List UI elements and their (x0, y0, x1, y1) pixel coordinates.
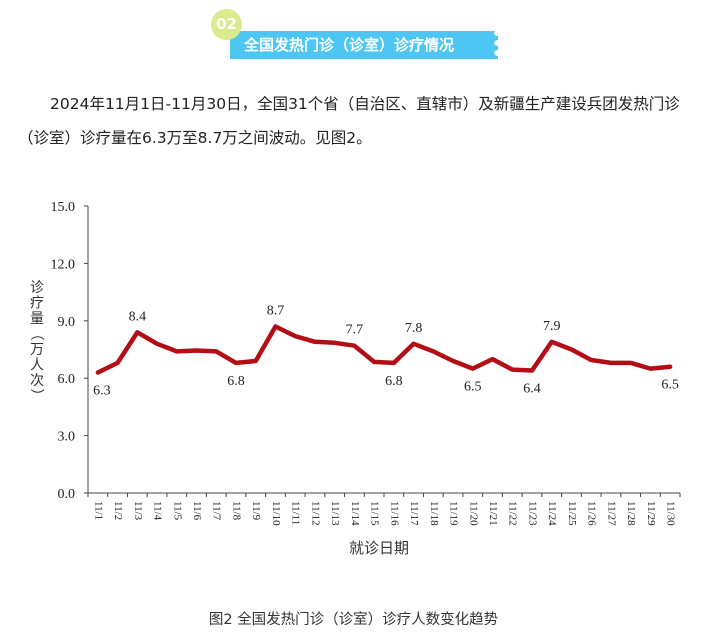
section-number-badge: 02 (211, 9, 242, 40)
line-chart: 0.03.06.09.012.015.0 11/1 11/2 11/3 11/4 11/… (28, 200, 681, 557)
svg-text:次: 次 (30, 373, 44, 389)
figure-caption: 图2 全国发热门诊（诊室）诊疗人数变化趋势 (208, 612, 499, 628)
y-axis: 0.0 3.0 6.0 9.0 12.0 15.0 (51, 200, 89, 502)
summary-paragraph: 2024年11月1日-11月30日，全国31个省（自治区、直辖市）及新疆生产建设… (18, 95, 680, 147)
x-tick-label: 11/6 (191, 501, 203, 521)
svg-text:）: ） (28, 389, 44, 403)
svg-text:疗: 疗 (30, 296, 44, 312)
data-labels: 6.3 8.4 6.8 8.7 7.7 6.8 7.8 6.5 6.4 7.9 6.5 (93, 304, 679, 399)
x-tick-label: 11/7 (211, 501, 223, 521)
y-tick-label: 3.0 (58, 430, 76, 445)
x-tick-label: 11/1 (92, 501, 104, 520)
x-tick-label: 11/18 (428, 501, 440, 526)
x-tick-label: 11/11 (290, 501, 302, 525)
x-axis-label: 就诊日期 (349, 540, 409, 557)
x-tick-label: 11/2 (112, 501, 124, 520)
x-axis: 11/1 11/2 11/3 11/4 11/5 11/6 11/7 11/8 11/9 11/1… (87, 492, 681, 526)
y-tick-label: 15.0 (51, 200, 76, 215)
y-tick-label: 9.0 (58, 315, 76, 330)
y-tick-label: 6.0 (58, 372, 76, 387)
y-tick-label: 12.0 (51, 257, 76, 272)
x-tick-label: 11/12 (309, 501, 321, 526)
y-tick-label: 0.0 (58, 487, 76, 502)
x-tick-label: 11/29 (645, 501, 657, 526)
x-tick-label: 11/26 (586, 501, 598, 526)
x-tick-label: 11/30 (665, 501, 677, 526)
section-title: 全国发热门诊（诊室）诊疗情况 (244, 36, 455, 54)
x-tick-label: 11/16 (388, 501, 400, 526)
data-label: 6.5 (464, 380, 482, 395)
x-tick-label: 11/14 (349, 501, 361, 526)
x-tick-label: 11/28 (625, 501, 637, 526)
x-tick-label: 11/3 (132, 501, 144, 521)
svg-text:量: 量 (30, 311, 44, 327)
section-title-banner: 全国发热门诊（诊室）诊疗情况 (230, 30, 502, 59)
x-tick-label: 11/22 (507, 501, 519, 526)
x-tick-label: 11/5 (171, 501, 183, 521)
svg-text:万: 万 (30, 343, 44, 358)
x-tick-label: 11/25 (566, 501, 578, 526)
data-label: 6.8 (385, 374, 403, 389)
data-label: 8.7 (267, 304, 285, 319)
x-tick-label: 11/4 (152, 501, 164, 521)
x-tick-label: 11/8 (230, 501, 242, 521)
x-tick-label: 11/24 (546, 501, 558, 526)
x-tick-label: 11/21 (487, 501, 499, 526)
data-label: 7.7 (346, 323, 364, 338)
svg-text:人: 人 (30, 358, 44, 374)
x-tick-label: 11/27 (605, 501, 617, 526)
x-tick-label: 11/17 (408, 501, 420, 526)
banner-scallop-edge (494, 30, 502, 59)
data-label: 7.8 (405, 321, 423, 336)
x-tick-label: 11/20 (467, 501, 479, 526)
x-tick-label: 11/13 (329, 501, 341, 526)
svg-text:（: （ (28, 327, 44, 341)
x-tick-label: 11/9 (250, 501, 262, 521)
data-label: 7.9 (543, 319, 561, 334)
x-tick-label: 11/15 (369, 501, 381, 526)
x-tick-label: 11/10 (270, 501, 282, 526)
data-label: 8.4 (129, 309, 147, 324)
x-tick-label: 11/23 (526, 501, 538, 526)
svg-text:诊: 诊 (30, 280, 44, 296)
data-label: 6.5 (661, 378, 679, 393)
x-tick-label: 11/19 (448, 501, 460, 526)
data-label: 6.4 (523, 382, 541, 397)
data-label: 6.3 (93, 383, 111, 398)
data-label: 6.8 (227, 374, 245, 389)
data-series (95, 324, 673, 375)
y-axis-label: 诊疗量（ 万人次） (28, 280, 44, 403)
series-line (95, 324, 673, 375)
